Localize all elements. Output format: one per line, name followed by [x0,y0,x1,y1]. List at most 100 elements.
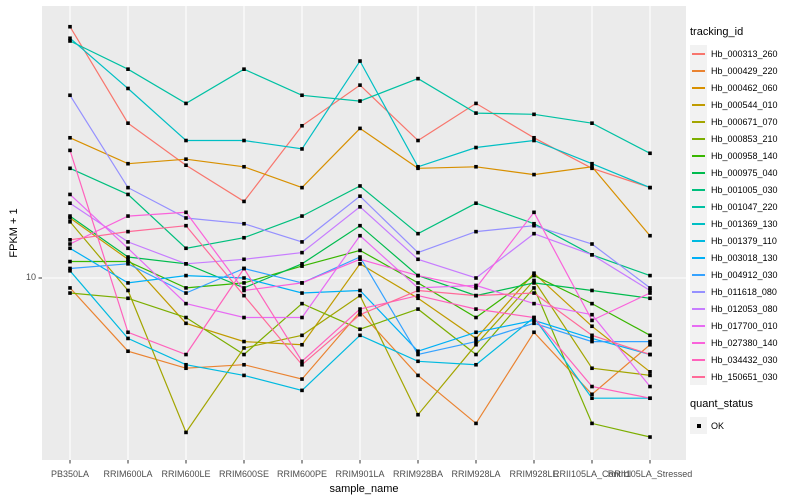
legend-key-swatch [690,147,707,164]
data-point [358,307,362,311]
data-point [184,315,188,320]
legend-key-swatch [690,96,707,113]
data-point [532,281,536,285]
data-point [590,301,594,306]
legend-item-Hb_034432_030: Hb_034432_030 [690,351,798,368]
data-point [532,273,536,278]
data-point [300,359,304,364]
data-point [532,112,536,117]
data-point [358,205,362,209]
data-point [184,157,188,161]
data-point [184,430,188,435]
legend-key-swatch [690,417,707,434]
data-point [242,346,246,350]
data-point [358,194,362,198]
data-point [358,333,362,338]
data-point [474,307,478,311]
data-point [184,246,188,251]
data-point [590,421,594,426]
data-point [300,262,304,266]
legend-key-swatch [690,266,707,283]
data-point [474,145,478,150]
data-point [242,352,246,357]
legend-item-Hb_027380_140: Hb_027380_140 [690,334,798,351]
data-point [532,135,536,140]
legend-item-label: Hb_000975_040 [711,167,778,178]
x-tick-label-RRIM928LA: RRIM928LA [451,469,501,479]
legend-key-swatch [690,317,707,334]
data-point [126,259,130,264]
data-point [184,210,188,215]
legend-key-line [692,188,705,191]
legend-item-Hb_000544_010: Hb_000544_010 [690,96,798,113]
data-point [648,233,652,238]
data-point [416,349,420,354]
x-tick-label-RRII105LA_Control: RRII105LA_Control [552,469,632,479]
data-point [68,219,72,224]
data-point [532,301,536,306]
legend-key-line [692,256,705,259]
legend-key-line [692,171,705,174]
legend-item-Hb_000429_220: Hb_000429_220 [690,62,798,79]
legend-key-swatch [690,113,707,130]
legend-item-Hb_000462_060: Hb_000462_060 [690,79,798,96]
data-point [68,24,72,29]
data-point [416,257,420,262]
data-point [126,121,130,125]
legend-item-label: Hb_000429_220 [711,65,778,76]
legend-item-Hb_150651_030: Hb_150651_030 [690,368,798,385]
x-tick-label-RRIM901LA: RRIM901LA [335,469,385,479]
data-point [590,121,594,125]
legend-quant-status-block: quant_status OK [690,398,798,434]
data-point [474,286,478,290]
data-point [416,138,420,143]
data-point [416,273,420,278]
data-point [358,99,362,103]
data-point [590,324,594,329]
data-point [648,185,652,190]
data-point [648,339,652,344]
data-point [68,259,72,264]
data-point [300,291,304,295]
data-point [300,342,304,347]
legend-item-label: Hb_000671_070 [711,116,778,127]
data-point [648,342,652,347]
data-point [416,359,420,364]
legend-item-label: Hb_000462_060 [711,82,778,93]
data-point [68,269,72,273]
legend-item-label: Hb_150651_030 [711,371,778,382]
data-point [474,101,478,106]
data-point [68,266,72,271]
data-point [590,366,594,371]
data-point [126,86,130,91]
x-tick-label-RRIM600LE: RRIM600LE [161,469,211,479]
legend-item-Hb_004912_030: Hb_004912_030 [690,266,798,283]
legend-item-Hb_003018_130: Hb_003018_130 [690,249,798,266]
x-tick-label-RRII105LA_Stressed: RRII105LA_Stressed [607,469,693,479]
data-point [300,214,304,218]
data-point [300,264,304,268]
data-point [126,67,130,71]
legend-item-Hb_001369_130: Hb_001369_130 [690,215,798,232]
x-tick-label-RRIM928LE: RRIM928LE [509,469,559,479]
data-point [184,223,188,228]
data-point [532,271,536,275]
data-point [242,221,246,226]
data-point [416,293,420,298]
data-point [590,318,594,323]
data-point [532,278,536,283]
data-point [648,291,652,295]
data-point [184,273,188,278]
legend-item-Hb_001005_030: Hb_001005_030 [690,181,798,198]
data-point [126,330,130,335]
data-point [242,164,246,169]
legend-key-line [692,69,705,72]
data-point [474,164,478,169]
data-point [590,392,594,397]
data-point [184,101,188,106]
data-point [474,421,478,426]
data-point [474,315,478,320]
data-point [474,330,478,335]
data-point [532,138,536,143]
data-point [648,373,652,378]
